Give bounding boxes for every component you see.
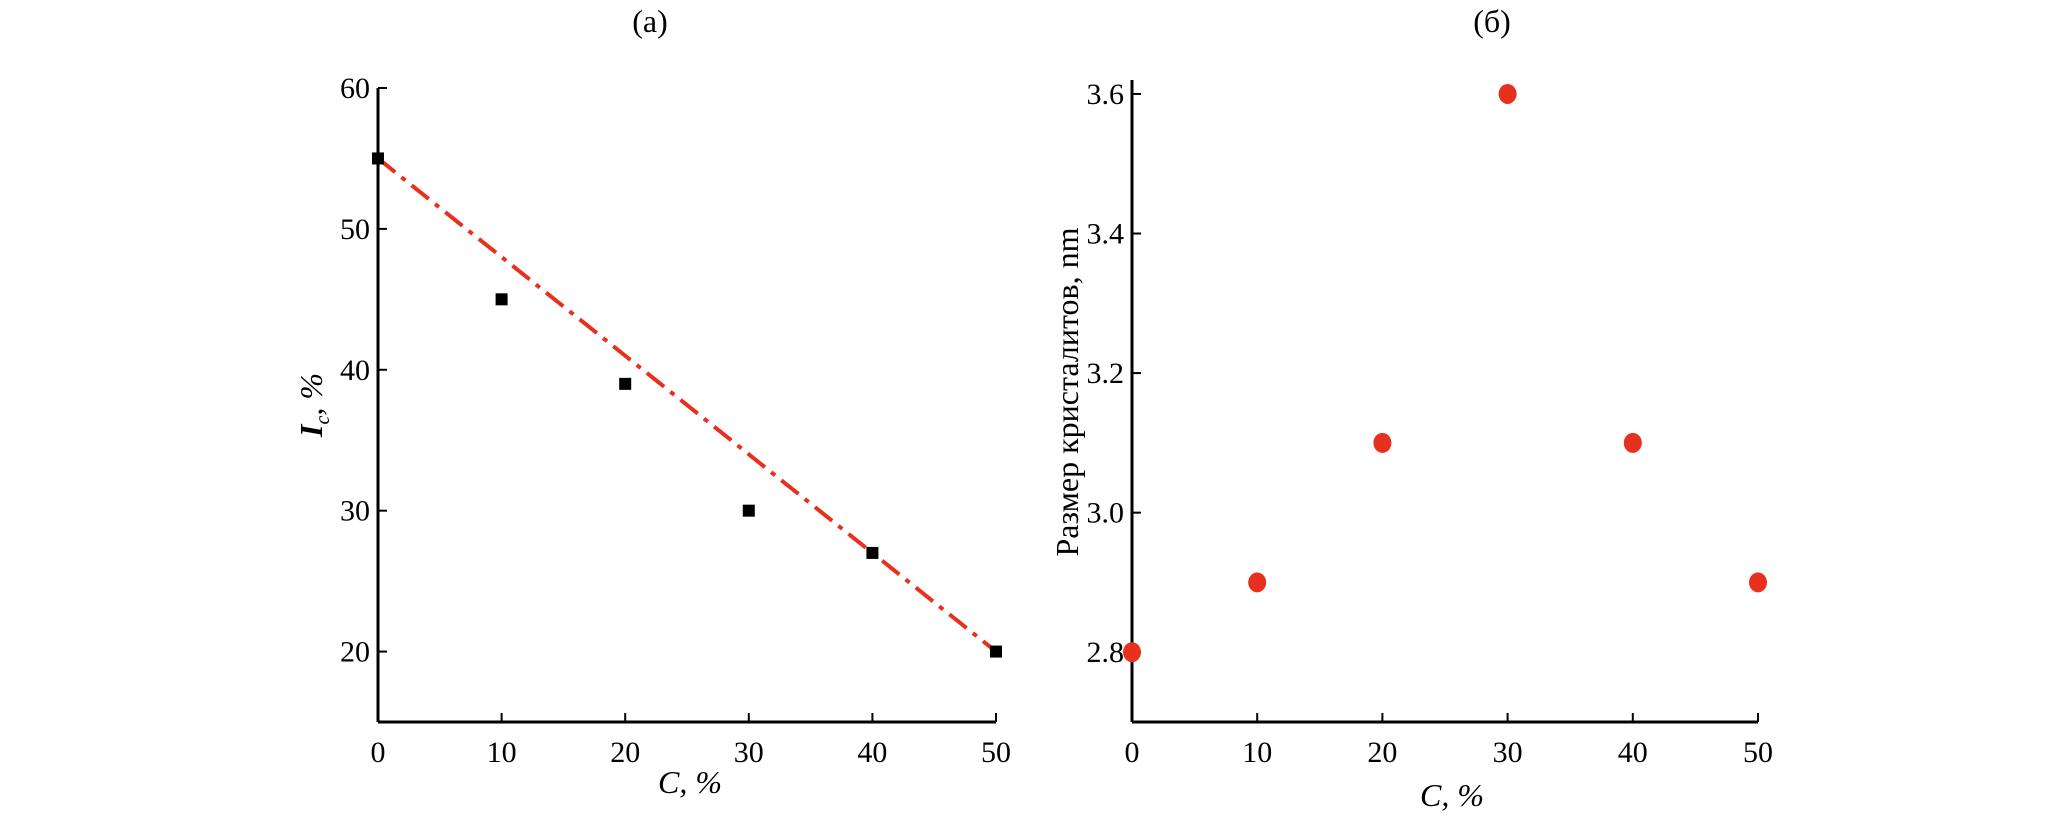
panel-a-data-point	[866, 546, 879, 559]
panel-a-x-label: C, %	[658, 764, 722, 800]
panel-b-data-point	[1498, 83, 1517, 104]
panel-a-y-label: Ic, %	[293, 373, 334, 438]
panel-b-y-tick-label: 3.0	[1087, 497, 1125, 530]
panel-a-title: (а)	[632, 3, 668, 39]
panel-b-x-tick-label: 30	[1493, 736, 1523, 769]
panel-a-y-tick-label: 60	[340, 72, 370, 105]
panel-a-y-label-sub: c	[312, 416, 334, 425]
panel-a: (а) 0 10 20 30 40 50 20 30 40 50 60 C, % Ic, %	[293, 3, 1011, 800]
panel-a-y-label-main: I	[293, 423, 329, 438]
panel-a-data-point	[742, 504, 755, 517]
panel-a-y-tick-label: 20	[340, 636, 370, 669]
panel-a-y-label-suffix: , %	[293, 373, 329, 416]
panel-a-y-tick-label: 50	[340, 213, 370, 246]
panel-a-x-tick-label: 40	[857, 736, 887, 769]
panel-b-title: (б)	[1473, 3, 1511, 39]
panel-b-x-tick-label: 20	[1367, 736, 1397, 769]
panel-b-y-tick-label: 3.2	[1087, 357, 1125, 390]
panel-a-x-tick-label: 10	[487, 736, 517, 769]
panel-b-y-label: Размер кристалитов, nm	[1049, 227, 1085, 556]
panel-b-y-tick-label: 3.6	[1087, 78, 1125, 111]
panel-b-points	[1123, 83, 1767, 663]
panel-a-y-tick-label: 40	[340, 354, 370, 387]
panel-b-x-tick-label: 10	[1242, 736, 1272, 769]
panel-b: (б) 0 10 20 30 40 50 2.8 3.0 3.2 3.4 3.6 C, % Разм…	[1049, 3, 1773, 813]
panel-b-x-tick-label: 50	[1743, 736, 1773, 769]
panel-a-fit-line	[376, 156, 998, 654]
panel-a-x-tick-label: 20	[610, 736, 640, 769]
panel-a-points	[372, 152, 1002, 658]
panel-a-data-point	[990, 645, 1002, 658]
panel-a-data-point	[495, 293, 508, 306]
panel-b-x-label: C, %	[1420, 777, 1484, 813]
panel-a-x-tick-label: 50	[981, 736, 1011, 769]
panel-a-x-tick-label: 0	[371, 736, 386, 769]
panel-b-x-tick-label: 40	[1618, 736, 1648, 769]
panel-a-fit-line-segment	[376, 156, 998, 654]
panel-a-data-point	[619, 377, 632, 390]
panel-b-data-point	[1373, 432, 1392, 453]
panel-b-data-point	[1248, 572, 1267, 593]
panel-b-x-tick-label: 0	[1125, 736, 1140, 769]
panel-a-data-point	[372, 152, 384, 165]
panel-b-y-tick-label: 3.4	[1087, 218, 1125, 251]
panel-a-ticks: 0 10 20 30 40 50 20 30 40 50 60	[340, 72, 1011, 769]
panel-a-x-tick-label: 30	[734, 736, 764, 769]
panel-b-data-point	[1123, 642, 1141, 663]
panel-b-y-tick-label: 2.8	[1087, 636, 1125, 669]
panel-a-y-tick-label: 30	[340, 495, 370, 528]
panel-b-ticks: 0 10 20 30 40 50 2.8 3.0 3.2 3.4 3.6	[1087, 78, 1774, 769]
panel-b-data-point	[1623, 432, 1642, 453]
panel-b-data-point	[1749, 572, 1767, 593]
